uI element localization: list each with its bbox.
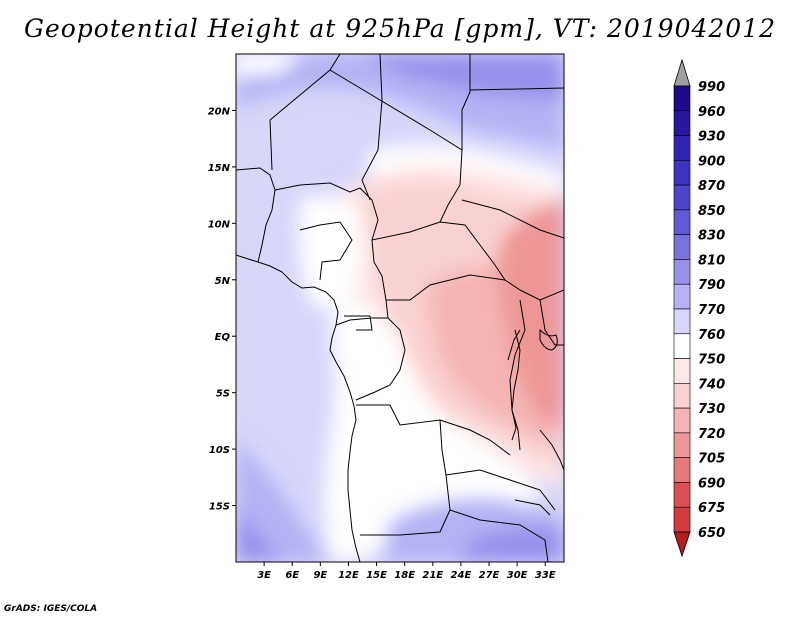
lon-tick-label: 3E (257, 570, 271, 581)
colorbar-label: 870 (698, 179, 725, 194)
colorbar-over-arrow (673, 58, 691, 87)
lon-tick-label: 12E (338, 570, 359, 581)
colorbar-label: 810 (698, 253, 725, 268)
lon-tick-label: 21E (422, 570, 443, 581)
lon-tick-label: 30E (507, 570, 528, 581)
colorbar-segment (673, 358, 691, 384)
lon-tick-label: 18E (394, 570, 415, 581)
lon-tick-label: 9E (313, 570, 327, 581)
colorbar-segment (673, 482, 691, 508)
colorbar-segment (673, 110, 691, 136)
colorbar-label: 770 (698, 303, 725, 318)
colorbar-label: 990 (698, 80, 725, 95)
colorbar-label: 675 (698, 501, 725, 516)
colorbar-segment (673, 432, 691, 458)
lon-tick-label: 27E (479, 570, 500, 581)
colorbar-label: 790 (698, 278, 725, 293)
colorbar-segment (673, 209, 691, 235)
colorbar-segment (673, 383, 691, 409)
lat-axis: 20N 15N 10N 5N EQ 5S 10S 15S (208, 106, 236, 513)
lon-axis: 3E 6E 9E 12E 15E 18E 21E 24E 27E 30E 33E (257, 562, 556, 581)
height-field (236, 54, 564, 562)
colorbar-label: 760 (698, 328, 725, 343)
colorbar-label: 750 (698, 353, 725, 368)
colorbar-label: 930 (698, 130, 725, 145)
lat-tick-label: EQ (215, 332, 231, 343)
colorbar-segment (673, 184, 691, 211)
colorbar-label: 900 (698, 154, 725, 169)
colorbar-under-arrow (673, 531, 691, 558)
colorbar-label: 730 (698, 402, 725, 417)
colorbar-segment (673, 407, 691, 434)
lon-tick-label: 24E (451, 570, 472, 581)
boundaries (236, 54, 564, 562)
lat-tick-label: 15N (208, 163, 231, 174)
colorbar-segment (673, 506, 691, 533)
colorbar-segment (673, 160, 691, 186)
colorbar-label: 705 (698, 452, 725, 467)
lon-tick-label: 15E (366, 570, 387, 581)
colorbar-segment (673, 85, 691, 112)
colorbar-segment (673, 234, 691, 260)
colorbar-label: 690 (698, 476, 725, 491)
colorbar-label: 720 (698, 427, 725, 442)
lat-tick-label: 10S (209, 445, 230, 456)
lat-tick-label: 5S (216, 389, 230, 400)
colorbar-label: 830 (698, 229, 725, 244)
lat-tick-label: 10N (208, 219, 231, 230)
colorbar-segment (673, 283, 691, 310)
colorbar-label: 850 (698, 204, 725, 219)
colorbar-label: 740 (698, 377, 725, 392)
colorbar-label: 960 (698, 105, 725, 120)
lat-tick-label: 5N (215, 276, 231, 287)
lat-tick-label: 15S (209, 502, 230, 513)
colorbar-segment (673, 308, 691, 335)
colorbar-label: 650 (698, 526, 725, 541)
lat-tick-label: 20N (208, 106, 231, 117)
lon-tick-label: 6E (285, 570, 299, 581)
colorbar-segment (673, 259, 691, 285)
map-title: Geopotential Height at 925hPa [gpm], VT:… (23, 14, 777, 43)
credit-text: GrADS: IGES/COLA (4, 604, 98, 614)
colorbar-segment (673, 457, 691, 483)
colorbar-segment (673, 135, 691, 161)
lon-tick-label: 33E (535, 570, 556, 581)
map-frame (235, 53, 565, 563)
colorbar-segment (673, 333, 691, 359)
colorbar: 990 960 930 900 870 850 830 810 790 770 760 750 740 7… (673, 58, 725, 558)
